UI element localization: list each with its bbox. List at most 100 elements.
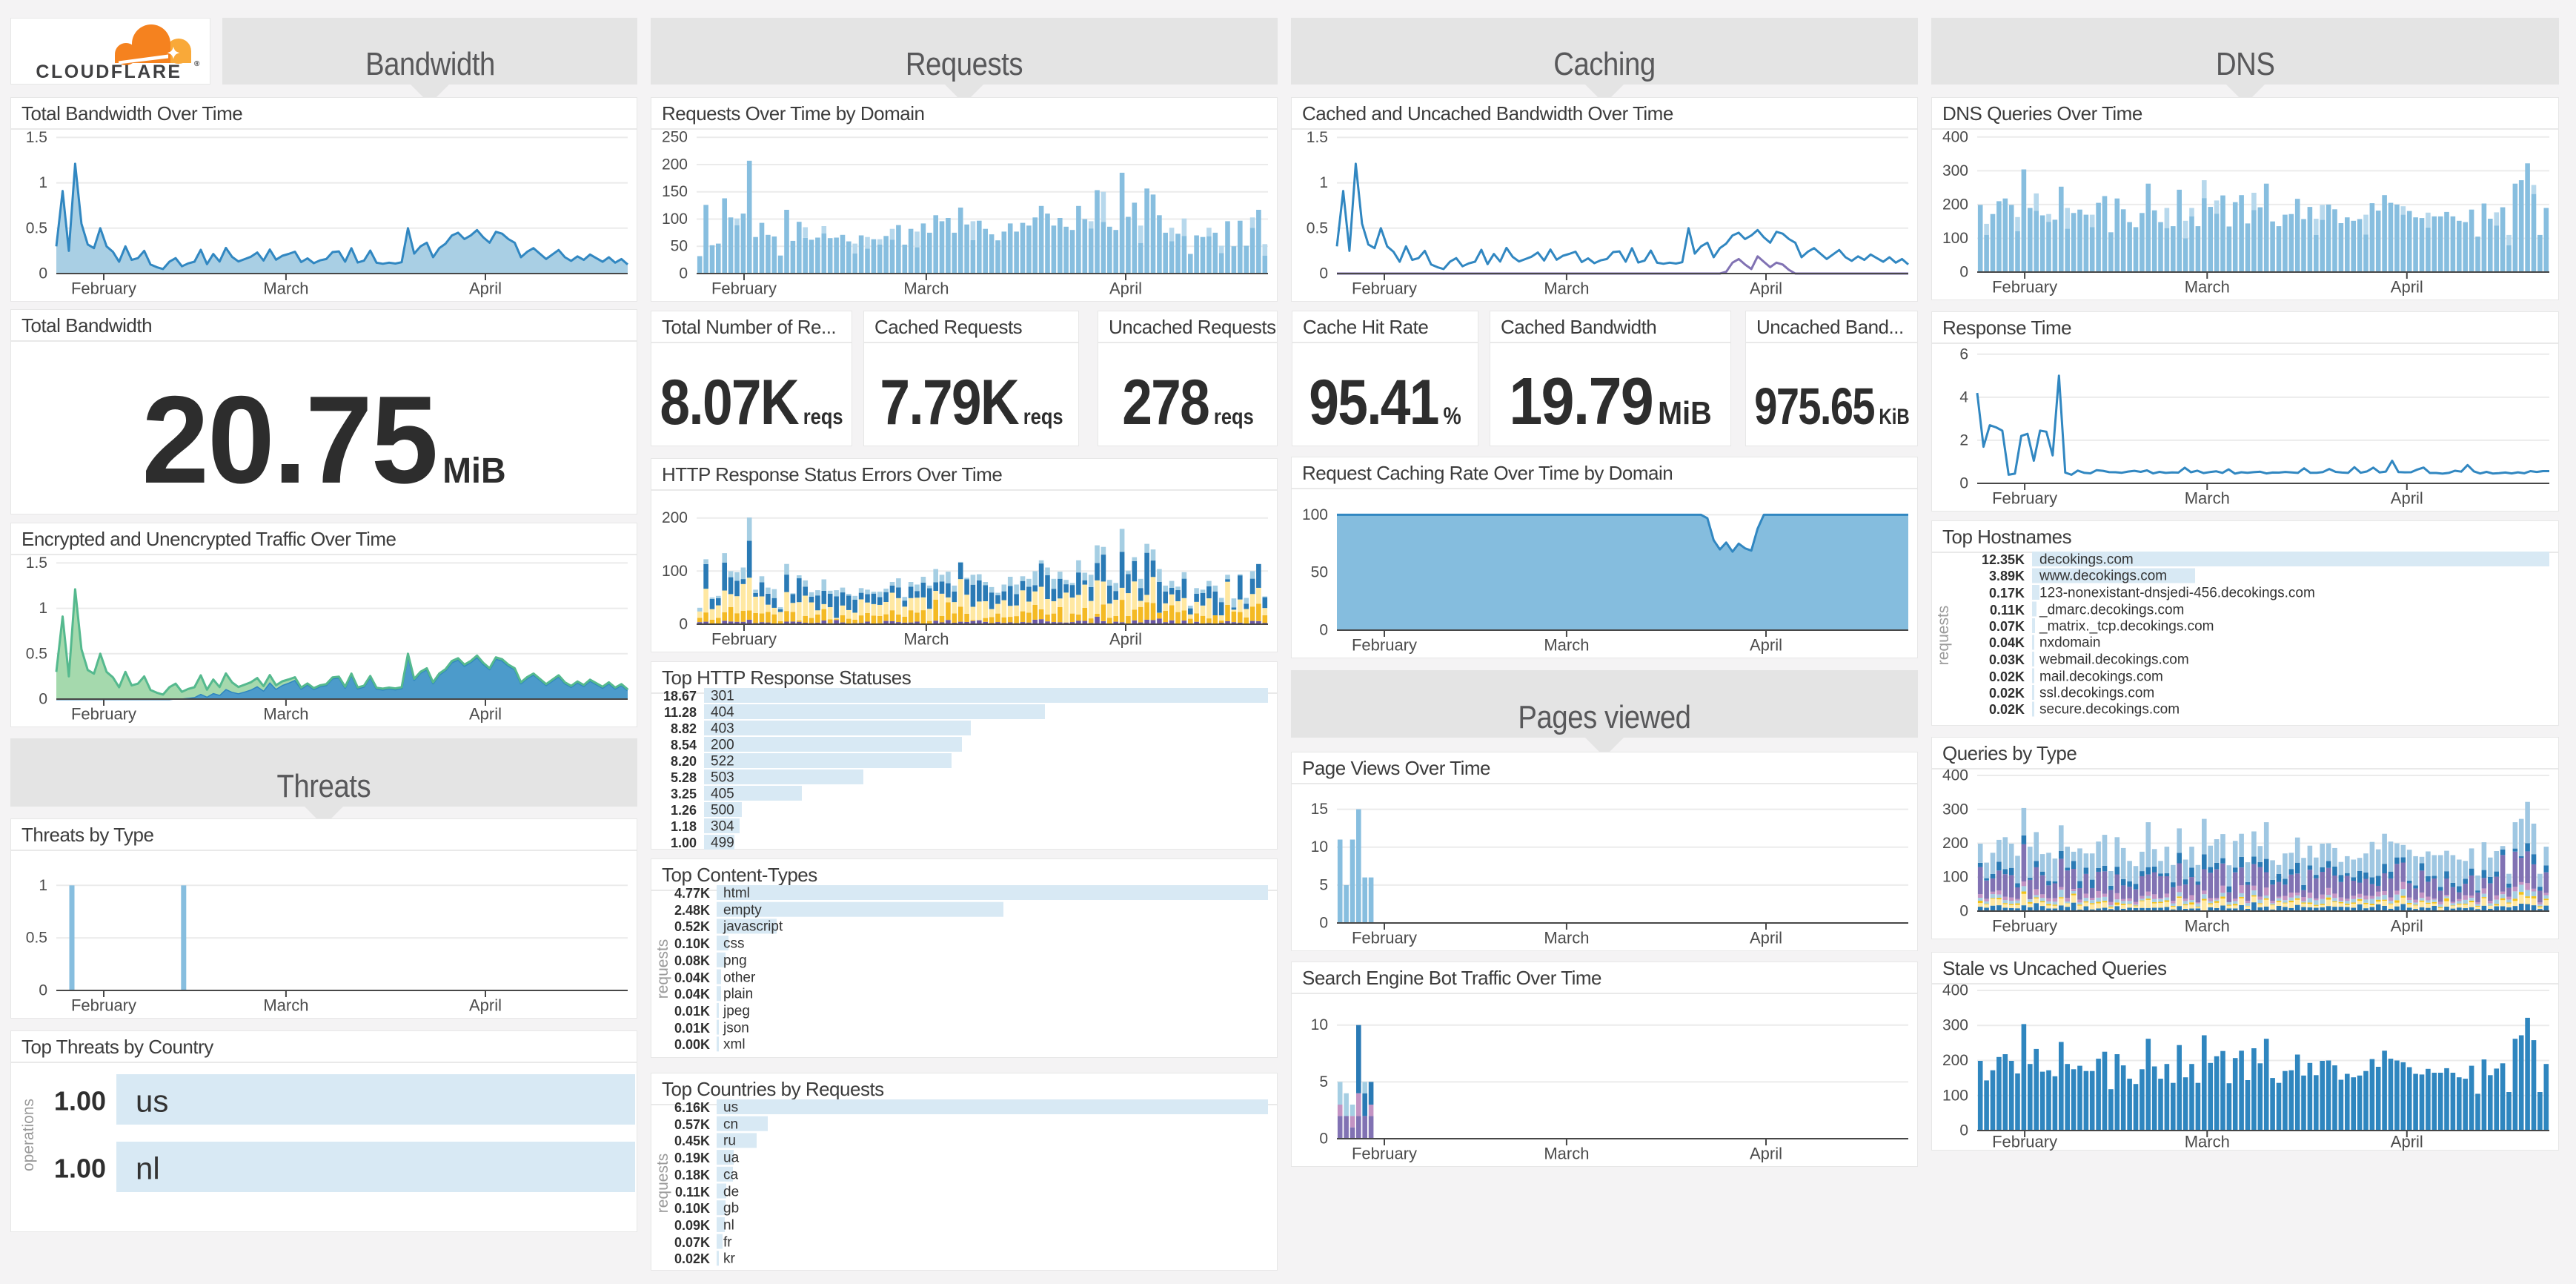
svg-text:April: April — [1750, 929, 1782, 947]
svg-text:kr: kr — [723, 1251, 736, 1267]
svg-text:123-nonexistant-dnsjedi-456.de: 123-nonexistant-dnsjedi-456.decokings.co… — [2039, 586, 2315, 601]
svg-text:3.89K: 3.89K — [1989, 569, 2025, 583]
svg-text:522: 522 — [711, 754, 734, 770]
svg-text:1: 1 — [1319, 174, 1328, 191]
svg-text:April: April — [1109, 279, 1142, 298]
svg-text:0.17K: 0.17K — [1989, 586, 2025, 600]
svg-text:0.01K: 0.01K — [674, 1004, 710, 1019]
svg-text:0.08K: 0.08K — [674, 953, 710, 968]
svg-text:March: March — [2185, 1133, 2230, 1151]
svg-text:1.00: 1.00 — [54, 1086, 106, 1116]
svg-text:April: April — [2391, 1133, 2423, 1151]
svg-text:404: 404 — [711, 705, 734, 721]
svg-text:300: 300 — [1942, 162, 1968, 179]
svg-text:8.54: 8.54 — [671, 738, 697, 752]
svg-text:0: 0 — [39, 691, 47, 708]
svg-text:503: 503 — [711, 770, 734, 786]
svg-text:png: png — [723, 953, 747, 969]
svg-text:200: 200 — [662, 509, 688, 526]
svg-text:499: 499 — [711, 835, 734, 851]
svg-text:0: 0 — [39, 982, 47, 999]
svg-text:empty: empty — [723, 903, 762, 919]
svg-text:0.02K: 0.02K — [1989, 686, 2025, 701]
svg-text:March: March — [903, 630, 949, 649]
svg-text:0.10K: 0.10K — [674, 1201, 710, 1216]
svg-text:0.18K: 0.18K — [674, 1168, 710, 1182]
svg-text:1: 1 — [39, 877, 47, 894]
svg-text:400: 400 — [1942, 767, 1968, 784]
svg-text:us: us — [136, 1084, 168, 1119]
svg-text:0.5: 0.5 — [1307, 219, 1328, 236]
svg-text:500: 500 — [711, 803, 734, 818]
svg-text:4.77K: 4.77K — [674, 886, 710, 901]
svg-text:April: April — [469, 279, 502, 298]
svg-text:2.48K: 2.48K — [674, 903, 710, 918]
svg-text:_matrix._tcp.decokings.com: _matrix._tcp.decokings.com — [2039, 619, 2214, 635]
svg-text:March: March — [263, 996, 308, 1015]
svg-text:0: 0 — [1319, 622, 1328, 639]
svg-text:webmail.decokings.com: webmail.decokings.com — [2039, 652, 2189, 668]
svg-text:February: February — [711, 630, 777, 649]
svg-text:0.11K: 0.11K — [675, 1185, 710, 1199]
svg-text:8.20: 8.20 — [671, 754, 697, 769]
svg-text:cn: cn — [723, 1117, 738, 1133]
svg-text:ua: ua — [723, 1151, 740, 1166]
svg-text:304: 304 — [711, 819, 734, 835]
svg-text:50: 50 — [1311, 564, 1328, 581]
svg-text:1.18: 1.18 — [671, 819, 697, 834]
svg-text:150: 150 — [662, 183, 688, 200]
svg-text:0: 0 — [1319, 1131, 1328, 1148]
svg-text:gb: gb — [723, 1201, 739, 1217]
svg-text:de: de — [723, 1185, 739, 1200]
svg-text:0: 0 — [679, 265, 688, 282]
svg-text:February: February — [1352, 929, 1417, 947]
svg-text:0.01K: 0.01K — [674, 1021, 710, 1036]
svg-text:0: 0 — [1319, 265, 1328, 282]
svg-text:100: 100 — [1942, 1087, 1968, 1104]
svg-text:0.10K: 0.10K — [674, 936, 710, 951]
svg-text:200: 200 — [1942, 835, 1968, 852]
svg-text:February: February — [71, 996, 136, 1015]
svg-text:requests: requests — [1935, 606, 1952, 666]
svg-text:April: April — [2391, 489, 2423, 508]
svg-text:mail.decokings.com: mail.decokings.com — [2039, 669, 2163, 685]
svg-text:css: css — [723, 936, 745, 952]
svg-text:nxdomain: nxdomain — [2039, 635, 2100, 651]
svg-text:0.09K: 0.09K — [674, 1218, 710, 1233]
svg-text:0: 0 — [1959, 264, 1968, 281]
svg-text:xml: xml — [723, 1037, 746, 1053]
svg-text:0.07K: 0.07K — [1989, 619, 2025, 634]
svg-text:February: February — [71, 279, 136, 298]
svg-text:0: 0 — [679, 616, 688, 633]
svg-text:1.00: 1.00 — [54, 1154, 106, 1184]
svg-text:100: 100 — [1942, 869, 1968, 886]
svg-text:February: February — [1352, 636, 1417, 655]
svg-text:0.5: 0.5 — [26, 645, 47, 662]
svg-text:February: February — [711, 279, 777, 298]
svg-text:json: json — [723, 1021, 749, 1036]
svg-text:1.00: 1.00 — [671, 835, 697, 850]
svg-text:1: 1 — [39, 174, 47, 191]
svg-text:March: March — [1544, 1145, 1589, 1163]
svg-text:1.26: 1.26 — [671, 803, 697, 818]
svg-text:April: April — [2391, 278, 2423, 297]
svg-text:0.04K: 0.04K — [674, 970, 710, 985]
svg-text:100: 100 — [662, 211, 688, 228]
svg-text:ru: ru — [723, 1134, 736, 1149]
svg-text:www.decokings.com: www.decokings.com — [2039, 569, 2167, 584]
svg-text:301: 301 — [711, 689, 734, 704]
svg-text:CLOUDFLARE: CLOUDFLARE — [36, 62, 182, 82]
svg-text:0.03K: 0.03K — [1989, 652, 2025, 667]
svg-text:April: April — [1750, 636, 1782, 655]
svg-text:0.45K: 0.45K — [674, 1134, 710, 1148]
svg-text:1.5: 1.5 — [26, 129, 47, 146]
svg-text:100: 100 — [1942, 230, 1968, 247]
svg-text:0: 0 — [1959, 1122, 1968, 1139]
svg-text:10: 10 — [1311, 838, 1328, 856]
svg-text:200: 200 — [662, 156, 688, 173]
svg-text:200: 200 — [1942, 1052, 1968, 1069]
svg-text:other: other — [723, 970, 756, 986]
svg-text:February: February — [1352, 279, 1417, 298]
svg-text:2: 2 — [1959, 431, 1968, 449]
svg-text:February: February — [1992, 278, 2057, 297]
